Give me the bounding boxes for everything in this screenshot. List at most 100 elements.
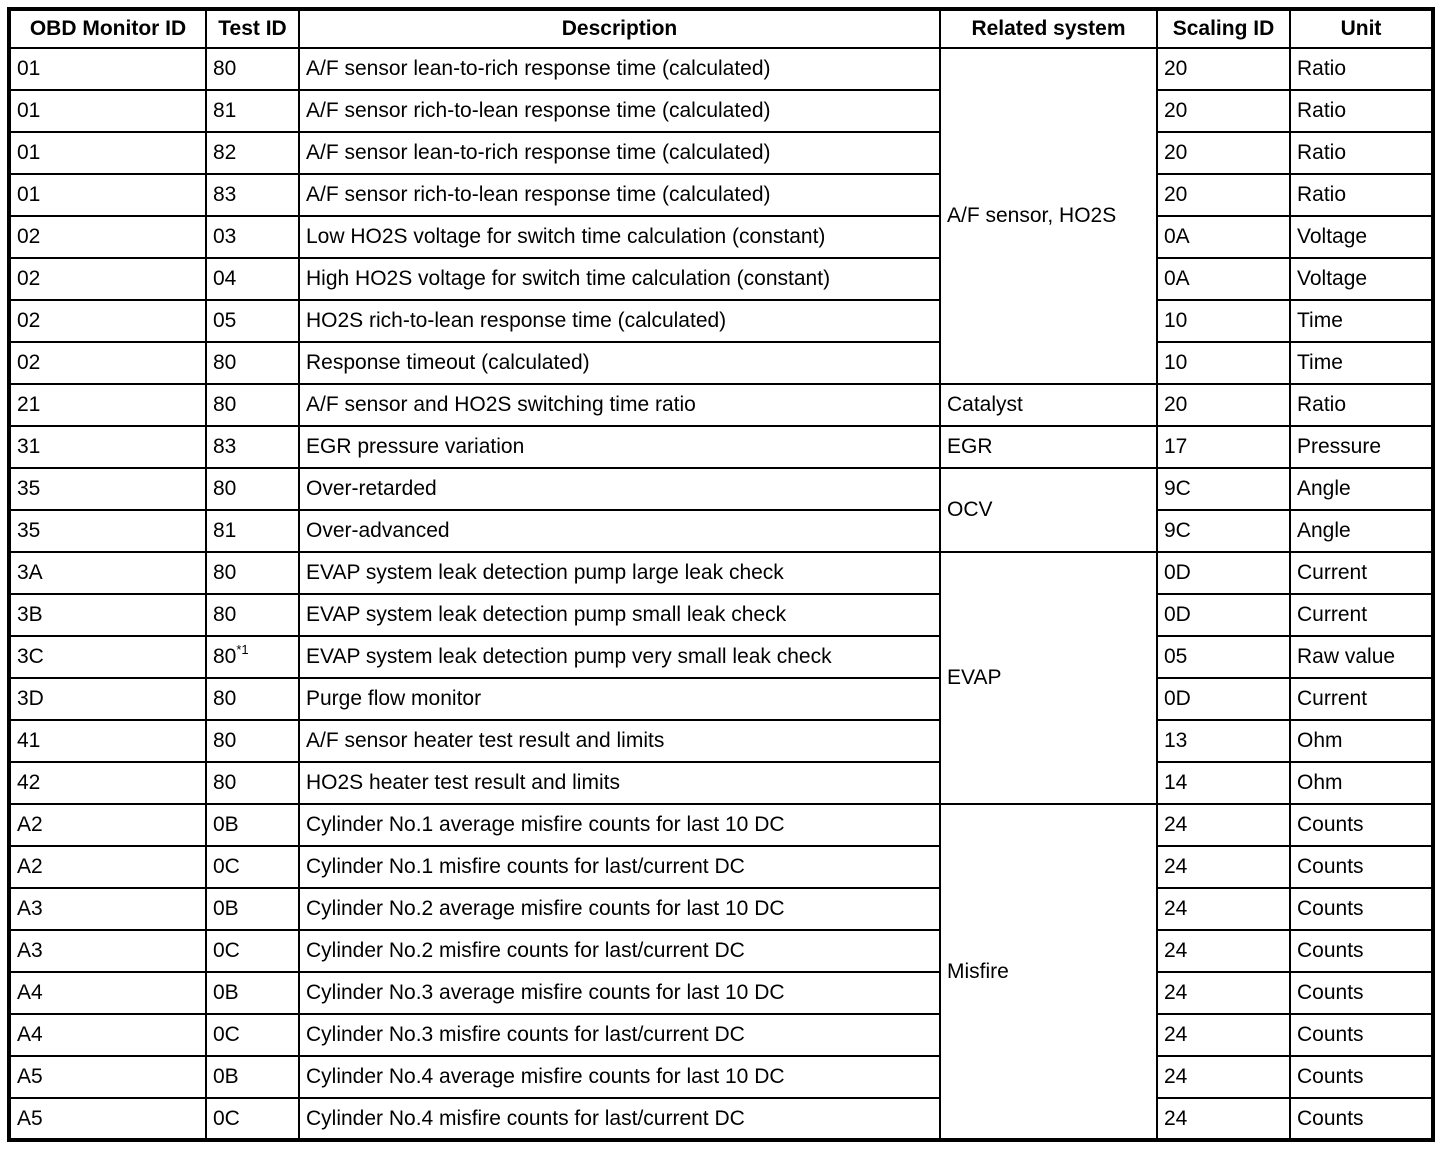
scaling-id-cell: 24: [1156, 887, 1291, 931]
test-id-cell: 83: [205, 173, 300, 217]
table-row: 35 80 Over-retarded OCV 9C Angle: [8, 467, 1434, 553]
test-id-value: 83: [213, 183, 237, 206]
obd-monitor-id-cell: A2: [8, 803, 207, 847]
test-id-cell: 80*1: [205, 635, 300, 679]
test-id-cell: 0C: [205, 1013, 300, 1057]
test-id-value: 80: [213, 687, 237, 710]
table-row: 01 83 A/F sensor rich-to-lean response tim…: [8, 173, 1434, 217]
test-id-cell: 80: [205, 383, 300, 427]
table-row: 3C 80*1 EVAP system leak detection pump ve…: [8, 635, 1434, 679]
test-id-cell: 80: [205, 47, 300, 91]
test-id-value: 80: [213, 477, 237, 500]
table-row: A5 0B Cylinder No.4 average misfire counts…: [8, 1055, 1434, 1099]
unit-cell: Current: [1289, 677, 1434, 721]
description-cell: EGR pressure variation: [298, 425, 941, 469]
scaling-id-cell: 24: [1156, 1097, 1291, 1141]
unit-cell: Counts: [1289, 971, 1434, 1015]
scaling-id-cell: 20: [1156, 383, 1291, 427]
table-row: 3B 80 EVAP system leak detection pump smal…: [8, 593, 1434, 637]
table-row: 41 80 A/F sensor heater test result and li…: [8, 719, 1434, 763]
unit-cell: Ohm: [1289, 719, 1434, 763]
test-id-value: 80: [213, 771, 237, 794]
table-row: 21 80 A/F sensor and HO2S switching time r…: [8, 383, 1434, 427]
header-unit: Unit: [1289, 8, 1434, 49]
header-obd-monitor-id: OBD Monitor ID: [8, 8, 207, 49]
description-cell: Over-advanced: [298, 509, 941, 553]
unit-cell: Current: [1289, 593, 1434, 637]
table-row: 3A 80 EVAP system leak detection pump larg…: [8, 551, 1434, 805]
test-id-value: 80: [213, 603, 237, 626]
description-cell: EVAP system leak detection pump very sma…: [298, 635, 941, 679]
table-body: 01 80 A/F sensor lean-to-rich response tim…: [8, 47, 1434, 1141]
test-id-cell: 80: [205, 341, 300, 385]
description-cell: Purge flow monitor: [298, 677, 941, 721]
table-row: 3D 80 Purge flow monitor 0D Current: [8, 677, 1434, 721]
table-row: A3 0C Cylinder No.2 misfire counts for las…: [8, 929, 1434, 973]
test-id-value: 80: [213, 645, 237, 668]
test-id-value: 0B: [213, 981, 239, 1004]
obd-monitor-id-cell: A4: [8, 971, 207, 1015]
test-id-cell: 0C: [205, 1097, 300, 1141]
test-id-cell: 0C: [205, 845, 300, 889]
obd-monitor-id-cell: A5: [8, 1097, 207, 1141]
unit-cell: Angle: [1289, 467, 1434, 511]
scaling-id-cell: 24: [1156, 1013, 1291, 1057]
test-id-cell: 80: [205, 593, 300, 637]
description-cell: A/F sensor heater test result and limits: [298, 719, 941, 763]
test-id-value: 80: [213, 351, 237, 374]
table-row: A5 0C Cylinder No.4 misfire counts for las…: [8, 1097, 1434, 1141]
scaling-id-cell: 24: [1156, 1055, 1291, 1099]
obd-monitor-id-cell: 35: [8, 509, 207, 553]
test-id-value: 80: [213, 729, 237, 752]
obd-monitor-id-cell: 3D: [8, 677, 207, 721]
table-row: A3 0B Cylinder No.2 average misfire counts…: [8, 887, 1434, 931]
unit-cell: Voltage: [1289, 215, 1434, 259]
test-id-value: 81: [213, 519, 237, 542]
related-system-cell: A/F sensor, HO2S: [939, 47, 1158, 385]
test-id-cell: 0B: [205, 887, 300, 931]
test-id-cell: 0B: [205, 1055, 300, 1099]
test-id-cell: 80: [205, 761, 300, 805]
description-cell: Cylinder No.4 misfire counts for last/cu…: [298, 1097, 941, 1141]
header-description: Description: [298, 8, 941, 49]
scaling-id-cell: 0D: [1156, 593, 1291, 637]
description-cell: High HO2S voltage for switch time calcul…: [298, 257, 941, 301]
obd-monitor-id-cell: 01: [8, 47, 207, 91]
unit-cell: Pressure: [1289, 425, 1434, 469]
description-cell: Cylinder No.3 misfire counts for last/cu…: [298, 1013, 941, 1057]
unit-cell: Angle: [1289, 509, 1434, 553]
scaling-id-cell: 24: [1156, 803, 1291, 847]
header-test-id: Test ID: [205, 8, 300, 49]
scaling-id-cell: 0A: [1156, 215, 1291, 259]
obd-monitor-id-cell: 42: [8, 761, 207, 805]
test-id-value: 82: [213, 141, 237, 164]
scaling-id-cell: 0A: [1156, 257, 1291, 301]
obd-monitor-id-cell: A3: [8, 929, 207, 973]
table-row: 02 80 Response timeout (calculated) 10 Time: [8, 341, 1434, 385]
test-id-value: 0C: [213, 855, 240, 878]
scaling-id-cell: 24: [1156, 971, 1291, 1015]
unit-cell: Counts: [1289, 1097, 1434, 1141]
related-system-cell: EVAP: [939, 551, 1158, 805]
obd-monitor-id-cell: 3B: [8, 593, 207, 637]
table-row: A2 0C Cylinder No.1 misfire counts for las…: [8, 845, 1434, 889]
obd-monitor-id-cell: A4: [8, 1013, 207, 1057]
obd-monitor-id-cell: 35: [8, 467, 207, 511]
scaling-id-cell: 0D: [1156, 551, 1291, 595]
scaling-id-cell: 9C: [1156, 467, 1291, 511]
unit-cell: Time: [1289, 299, 1434, 343]
test-id-value: 03: [213, 225, 237, 248]
description-cell: Response timeout (calculated): [298, 341, 941, 385]
scaling-id-cell: 17: [1156, 425, 1291, 469]
test-id-cell: 80: [205, 551, 300, 595]
scaling-id-cell: 05: [1156, 635, 1291, 679]
table-row: 01 81 A/F sensor rich-to-lean response tim…: [8, 89, 1434, 133]
test-id-value: 80: [213, 393, 237, 416]
description-cell: A/F sensor rich-to-lean response time (c…: [298, 173, 941, 217]
table-row: 01 82 A/F sensor lean-to-rich response tim…: [8, 131, 1434, 175]
obd-monitor-id-cell: 01: [8, 173, 207, 217]
table-header: OBD Monitor ID Test ID Description Relat…: [8, 8, 1434, 49]
description-cell: HO2S heater test result and limits: [298, 761, 941, 805]
description-cell: A/F sensor lean-to-rich response time (c…: [298, 131, 941, 175]
description-cell: HO2S rich-to-lean response time (calcula…: [298, 299, 941, 343]
